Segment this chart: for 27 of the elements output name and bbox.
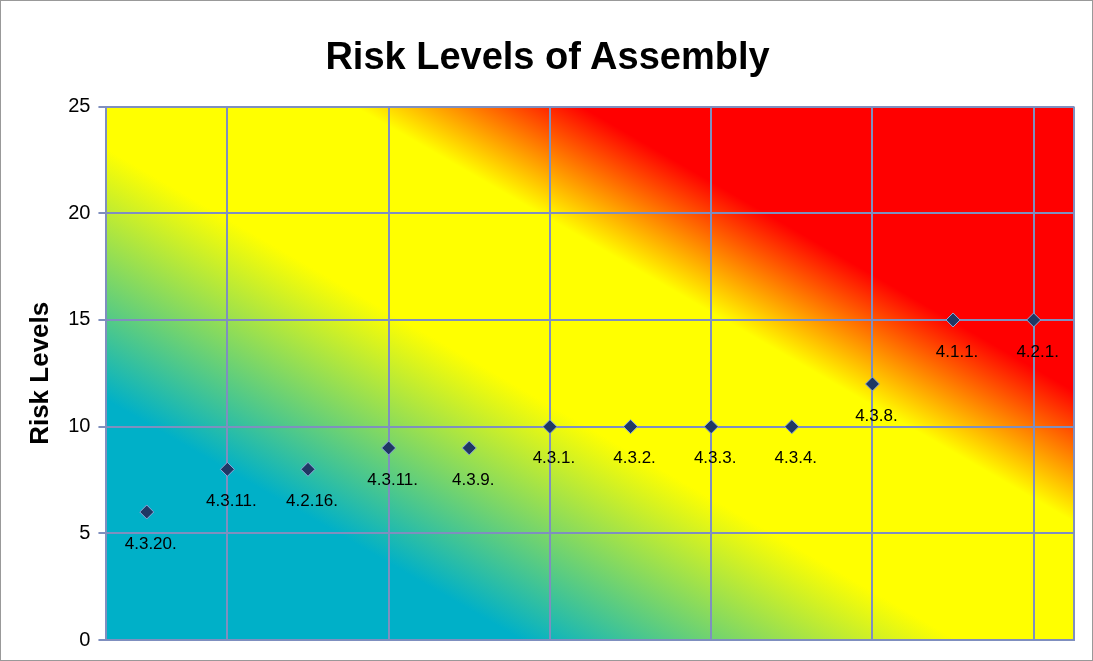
point — [945, 312, 961, 328]
y-axis-title: Risk Levels — [23, 301, 54, 445]
data-label: 4.3.11. — [367, 469, 419, 489]
y-tick-label: 15 — [68, 307, 91, 330]
point — [1026, 312, 1042, 328]
point — [623, 419, 639, 435]
data-label: 4.3.2. — [613, 448, 656, 468]
y-tick-label: 25 — [68, 94, 91, 117]
point — [864, 376, 880, 392]
point — [300, 461, 316, 477]
data-label: 4.1.1. — [935, 341, 979, 361]
point — [219, 461, 235, 477]
chart-title: Risk Levels of Assembly — [325, 35, 770, 78]
point — [461, 440, 477, 456]
point — [703, 419, 719, 435]
point — [381, 440, 397, 456]
data-label: 4.2.16. — [286, 491, 339, 510]
data-label: 4.3.20. — [124, 533, 177, 553]
point — [542, 419, 558, 435]
y-tick-label: 20 — [68, 200, 91, 223]
y-tick-label: 5 — [79, 520, 91, 543]
data-label: 4.3.9. — [452, 469, 495, 489]
y-tick-label: 10 — [68, 414, 91, 437]
data-label: 4.3.4. — [774, 448, 818, 468]
point — [139, 504, 155, 520]
point — [784, 419, 800, 435]
y-tick-label: 0 — [79, 627, 91, 650]
